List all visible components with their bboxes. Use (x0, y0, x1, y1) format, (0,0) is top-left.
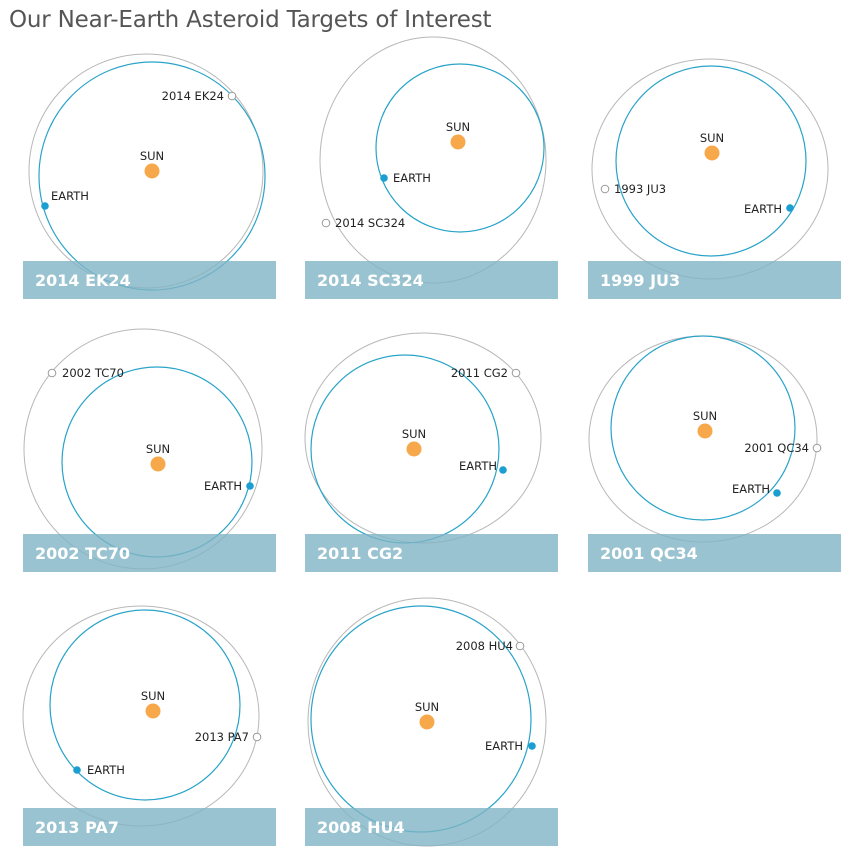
earth-marker-icon (773, 489, 781, 497)
sun-icon (150, 456, 166, 472)
card-title: 2014 EK24 (35, 271, 131, 290)
card-banner: 2014 EK24 (23, 261, 276, 299)
asteroid-marker-icon (47, 368, 57, 378)
earth-label: EARTH (51, 189, 89, 203)
sun-icon (144, 163, 160, 179)
earth-orbit (375, 63, 545, 233)
asteroid-card[interactable]: SUN EARTH 1993 JU3 1999 JU3 (588, 43, 841, 299)
sun-label: SUN (700, 131, 724, 145)
asteroid-orbit (588, 335, 818, 543)
earth-marker-icon (528, 742, 536, 750)
card-banner: 2008 HU4 (305, 808, 558, 846)
earth-label: EARTH (744, 202, 782, 216)
earth-orbit (310, 354, 500, 544)
earth-label: EARTH (732, 482, 770, 496)
asteroid-label: 2001 QC34 (744, 441, 809, 455)
earth-marker-icon (786, 204, 794, 212)
card-title: 1999 JU3 (600, 271, 681, 290)
card-banner: 1999 JU3 (588, 261, 841, 299)
sun-icon (145, 703, 161, 719)
card-title: 2011 CG2 (317, 544, 404, 563)
asteroid-marker-icon (812, 443, 822, 453)
earth-marker-icon (380, 174, 388, 182)
card-title: 2001 QC34 (600, 544, 698, 563)
asteroid-orbit (591, 58, 829, 280)
earth-label: EARTH (87, 763, 125, 777)
card-title: 2014 SC324 (317, 271, 424, 290)
asteroid-label: 2014 EK24 (162, 89, 224, 103)
sun-label: SUN (446, 120, 470, 134)
sun-label: SUN (146, 442, 170, 456)
page-title: Our Near-Earth Asteroid Targets of Inter… (9, 7, 492, 33)
earth-orbit (49, 609, 241, 801)
sun-label: SUN (141, 689, 165, 703)
asteroid-orbit (23, 328, 263, 570)
sun-label: SUN (693, 409, 717, 423)
asteroid-marker-icon (227, 91, 237, 101)
sun-icon (419, 714, 435, 730)
asteroid-card[interactable]: SUN EARTH 2014 SC324 2014 SC324 (305, 36, 558, 299)
asteroid-label: 2002 TC70 (62, 366, 124, 380)
orbit-diagram: SUN EARTH 2008 HU4 (307, 597, 547, 847)
earth-label: EARTH (459, 459, 497, 473)
orbit-diagram: SUN EARTH 2013 PA7 (22, 605, 262, 827)
asteroid-label: 1993 JU3 (614, 182, 666, 196)
earth-marker-icon (73, 766, 81, 774)
asteroid-label: 2013 PA7 (195, 730, 249, 744)
earth-label: EARTH (204, 479, 242, 493)
asteroid-label: 2014 SC324 (335, 216, 405, 230)
card-title: 2008 HU4 (317, 818, 405, 837)
asteroid-marker-icon (511, 368, 521, 378)
earth-label: EARTH (485, 739, 523, 753)
asteroid-marker-icon (515, 641, 525, 651)
card-banner: 2013 PA7 (23, 808, 276, 846)
earth-marker-icon (499, 466, 507, 474)
card-banner: 2011 CG2 (305, 534, 558, 572)
earth-orbit (615, 65, 807, 257)
earth-orbit (610, 335, 796, 521)
asteroid-orbit (307, 597, 547, 847)
sun-label: SUN (402, 427, 426, 441)
orbit-diagram: SUN EARTH 2002 TC70 (23, 328, 263, 570)
asteroid-card[interactable]: SUN EARTH 2011 CG2 2011 CG2 (304, 316, 558, 572)
sun-label: SUN (140, 149, 164, 163)
earth-marker-icon (41, 202, 49, 210)
sun-icon (704, 145, 720, 161)
card-banner: 2001 QC34 (588, 534, 841, 572)
sun-icon (406, 441, 422, 457)
asteroid-label: 2011 CG2 (451, 366, 508, 380)
asteroid-card[interactable]: SUN EARTH 2013 PA7 2013 PA7 (22, 590, 276, 846)
sun-label: SUN (415, 700, 439, 714)
card-title: 2013 PA7 (35, 818, 119, 837)
asteroid-marker-icon (600, 184, 610, 194)
card-banner: 2002 TC70 (23, 534, 276, 572)
asteroid-card[interactable]: SUN EARTH 2008 HU4 2008 HU4 (305, 590, 558, 847)
earth-marker-icon (246, 482, 254, 490)
earth-label: EARTH (393, 171, 431, 185)
asteroid-card[interactable]: SUN EARTH 2002 TC70 2002 TC70 (23, 316, 276, 572)
asteroid-card[interactable]: SUN EARTH 2014 EK24 2014 EK24 (23, 43, 276, 299)
asteroid-orbit (22, 605, 260, 827)
sun-icon (697, 423, 713, 439)
asteroid-marker-icon (252, 732, 262, 742)
asteroid-orbit (319, 36, 547, 284)
card-banner: 2014 SC324 (305, 261, 558, 299)
card-title: 2002 TC70 (35, 544, 131, 563)
sun-icon (450, 134, 466, 150)
orbit-diagram: SUN EARTH 2014 EK24 (28, 53, 266, 291)
asteroid-label: 2008 HU4 (456, 639, 513, 653)
orbit-diagram: SUN EARTH 1993 JU3 (591, 58, 829, 280)
orbit-diagram: SUN EARTH 2014 SC324 (319, 36, 547, 284)
asteroid-card[interactable]: SUN EARTH 2001 QC34 2001 QC34 (588, 316, 841, 572)
asteroid-marker-icon (321, 218, 331, 228)
